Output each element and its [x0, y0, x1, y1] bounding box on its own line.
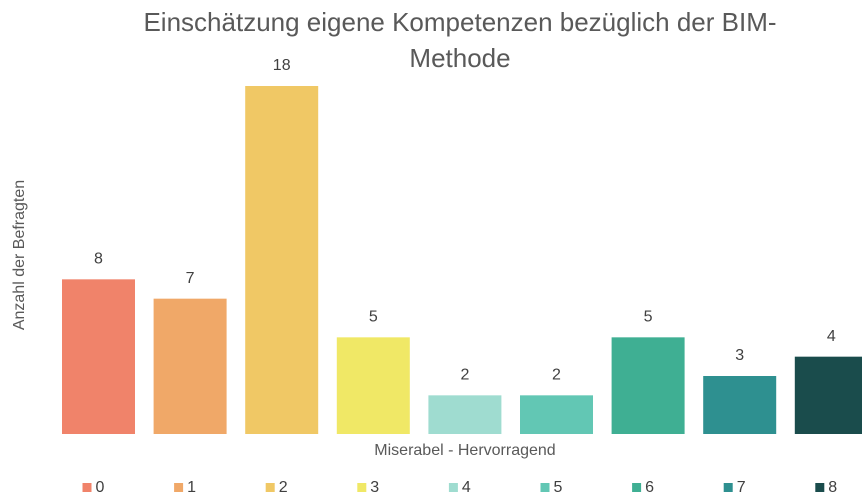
bar — [611, 337, 685, 434]
legend-swatch — [632, 483, 642, 492]
data-label: 5 — [644, 309, 653, 326]
legend-swatch — [357, 483, 367, 492]
legend-swatch — [723, 483, 733, 492]
data-label: 7 — [186, 270, 195, 287]
legend-label: 3 — [370, 479, 379, 496]
bar — [794, 356, 862, 434]
bar — [703, 376, 777, 434]
legend-swatch — [82, 483, 92, 492]
bar — [62, 279, 135, 434]
data-label: 2 — [460, 367, 469, 384]
data-label: 3 — [735, 347, 744, 364]
bar — [428, 395, 502, 434]
x-axis-title: Miserabel - Hervorragend — [374, 442, 555, 459]
legend-label: 5 — [554, 479, 563, 496]
legend-swatch — [540, 483, 550, 492]
bar — [245, 86, 319, 434]
legend-label: 4 — [462, 479, 471, 496]
legend-swatch — [265, 483, 275, 492]
legend-label: 7 — [737, 479, 746, 496]
chart-title: Einschätzung eigene Kompetenzen bezüglic… — [143, 7, 777, 73]
legend-label: 8 — [828, 479, 837, 496]
data-label: 18 — [273, 57, 291, 74]
bar — [520, 395, 593, 434]
data-label: 8 — [94, 251, 103, 268]
legend-label: 2 — [279, 479, 288, 496]
legend-label: 0 — [96, 479, 105, 496]
legend-swatch — [815, 483, 825, 492]
legend-swatch — [448, 483, 458, 492]
legend-swatch — [174, 483, 184, 492]
data-label: 4 — [827, 328, 836, 345]
y-axis-title: Anzahl der Befragten — [11, 180, 28, 330]
bar — [153, 298, 227, 434]
legend-label: 1 — [187, 479, 196, 496]
data-label: 2 — [552, 367, 561, 384]
bar — [336, 337, 410, 434]
legend-label: 6 — [645, 479, 654, 496]
data-label: 5 — [369, 309, 378, 326]
